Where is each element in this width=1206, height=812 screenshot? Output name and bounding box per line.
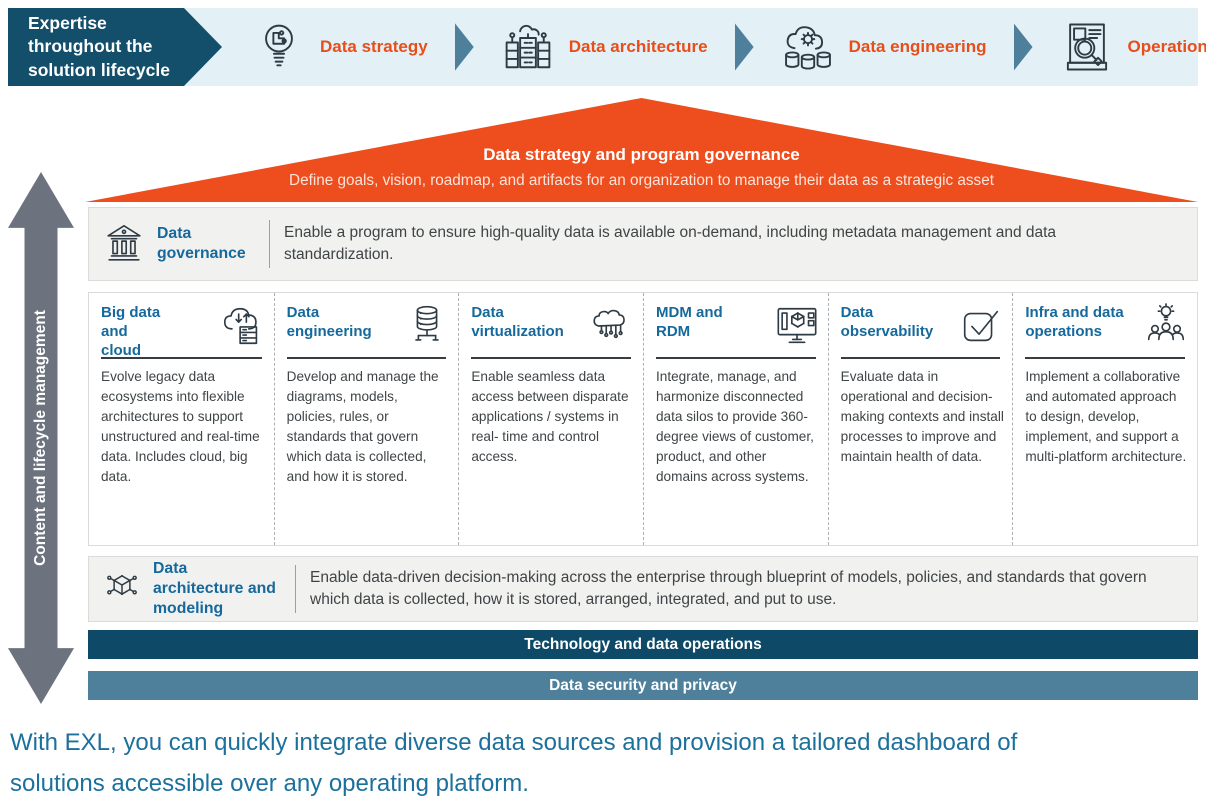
technology-operations-bar: Technology and data operations bbox=[88, 630, 1198, 659]
divider bbox=[295, 565, 296, 613]
header-rule bbox=[286, 357, 447, 359]
step-label: Data architecture bbox=[568, 37, 708, 56]
cloud-circuit-icon bbox=[589, 303, 635, 354]
bar-label: Technology and data operations bbox=[524, 635, 762, 653]
column-header: Data engineering bbox=[287, 303, 451, 355]
capability-columns: Big data and cloud Evolve legacy data ec… bbox=[88, 292, 1198, 546]
step-data-engineering: Data engineering bbox=[781, 20, 987, 74]
column-title: Infra and data operations bbox=[1025, 304, 1124, 341]
governance-roof: Data strategy and program governance Def… bbox=[85, 98, 1198, 202]
checkbox-icon bbox=[958, 303, 1004, 354]
column-big-data-and-cloud: Big data and cloud Evolve legacy data ec… bbox=[89, 293, 274, 545]
header-rule bbox=[471, 357, 631, 359]
column-header: Data virtualization bbox=[471, 303, 635, 355]
chevron-right-icon bbox=[734, 23, 754, 71]
column-description: Enable seamless data access between disp… bbox=[471, 369, 629, 464]
roof-title: Data strategy and program governance bbox=[483, 145, 800, 164]
footer-text: With EXL, you can quickly integrate dive… bbox=[10, 729, 1018, 797]
column-description: Evolve legacy data ecosystems into flexi… bbox=[101, 369, 260, 484]
lifecycle-title: Expertise throughout the solution lifecy… bbox=[28, 13, 170, 80]
column-title: Data observability bbox=[840, 304, 934, 341]
lifecycle-banner: Expertise throughout the solution lifecy… bbox=[8, 8, 1206, 86]
column-header: Big data and cloud bbox=[101, 303, 266, 359]
document-magnifier-icon bbox=[1066, 23, 1107, 71]
lifecycle-steps: Data strategy Data architecture bbox=[252, 8, 1206, 86]
side-arrow-label: Content and lifecycle management bbox=[32, 310, 49, 566]
column-header: MDM and RDM bbox=[656, 303, 820, 355]
monitor-cube-icon bbox=[774, 303, 820, 354]
step-data-strategy: Data strategy bbox=[252, 20, 428, 74]
step-data-architecture: Data architecture bbox=[501, 20, 708, 74]
column-description: Develop and manage the diagrams, models,… bbox=[286, 369, 439, 484]
network-cube-icon bbox=[101, 568, 143, 610]
column-header: Infra and data operations bbox=[1025, 303, 1189, 355]
step-label: Data strategy bbox=[320, 37, 428, 56]
column-data-virtualization: Data virtualization Enable seamless data… bbox=[458, 293, 643, 545]
header-rule bbox=[101, 357, 262, 359]
row-description: Enable data-driven decision-making acros… bbox=[310, 569, 1147, 608]
bar-label: Data security and privacy bbox=[549, 676, 737, 694]
column-infra-and-data-operations: Infra and data operations Implement a co… bbox=[1012, 293, 1197, 545]
column-title: Data engineering bbox=[286, 304, 372, 341]
step-operations: Operations bbox=[1060, 20, 1206, 74]
chevron-right-icon bbox=[1013, 23, 1033, 71]
row-title: Data governance bbox=[157, 224, 246, 262]
row-title: Data architecture and modeling bbox=[153, 559, 276, 618]
column-title: Data virtualization bbox=[471, 304, 564, 341]
header-rule bbox=[656, 357, 816, 359]
server-cloud-icon bbox=[505, 24, 551, 69]
chevron-right-icon bbox=[454, 23, 474, 71]
column-data-observability: Data observability Evaluate data in oper… bbox=[827, 293, 1013, 545]
data-architecture-row: Data architecture and modeling Enable da… bbox=[88, 556, 1198, 622]
column-description: Implement a collaborative and automated … bbox=[1025, 369, 1187, 464]
row-description: Enable a program to ensure high-quality … bbox=[284, 224, 1057, 263]
lifecycle-title-chevron: Expertise throughout the solution lifecy… bbox=[8, 8, 222, 86]
column-title: Big data and cloud bbox=[101, 304, 161, 360]
column-data-engineering: Data engineering Develop and manage the … bbox=[273, 293, 459, 545]
column-description: Integrate, manage, and harmonize disconn… bbox=[656, 369, 814, 484]
header-rule bbox=[1025, 357, 1185, 359]
data-governance-row: Data governance Enable a program to ensu… bbox=[88, 207, 1198, 281]
bank-icon bbox=[101, 221, 147, 267]
column-mdm-and-rdm: MDM and RDM Integrate, bbox=[643, 293, 828, 545]
step-label: Operations bbox=[1127, 37, 1206, 56]
data-security-bar: Data security and privacy bbox=[88, 671, 1198, 700]
header-rule bbox=[840, 357, 1001, 359]
lifecycle-double-arrow: Content and lifecycle management bbox=[8, 172, 74, 704]
roof-subtitle: Define goals, vision, roadmap, and artif… bbox=[289, 172, 994, 189]
bulb-puzzle-icon bbox=[265, 24, 293, 67]
cloud-transfer-server-icon bbox=[220, 303, 266, 354]
database-stack-icon bbox=[404, 303, 450, 354]
step-label: Data engineering bbox=[848, 37, 987, 56]
column-description: Evaluate data in operational and decisio… bbox=[840, 369, 1004, 464]
column-title: MDM and RDM bbox=[656, 304, 723, 341]
team-idea-icon bbox=[1143, 303, 1189, 354]
divider bbox=[269, 220, 270, 268]
column-header: Data observability bbox=[841, 303, 1005, 355]
cloud-gear-databases-icon bbox=[784, 26, 831, 70]
